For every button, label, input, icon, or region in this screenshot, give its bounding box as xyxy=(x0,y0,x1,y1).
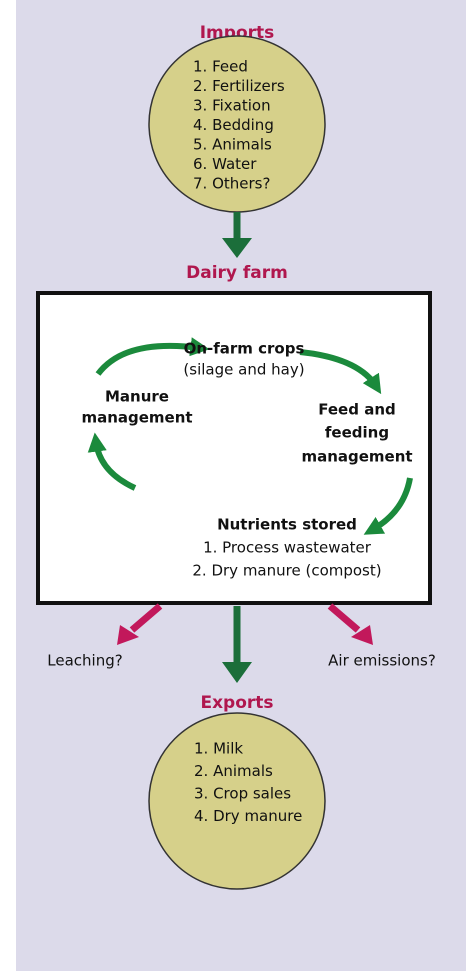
arrowhead xyxy=(117,625,139,645)
leaching-arrow xyxy=(129,603,163,633)
farm-title: Dairy farm xyxy=(186,263,288,283)
list-item: 7. Others? xyxy=(193,175,270,193)
list-item: 4. Dry manure xyxy=(194,807,302,825)
nutrients-label: Nutrients stored xyxy=(217,516,357,534)
crops-label: On-farm crops xyxy=(184,340,305,358)
exports-title: Exports xyxy=(200,693,273,713)
feeding-label: Feed and xyxy=(318,401,395,419)
arrowhead xyxy=(351,625,373,645)
list-item: 2. Fertilizers xyxy=(193,77,285,95)
list-item: 1. Milk xyxy=(194,740,243,758)
air-label: Air emissions? xyxy=(328,652,436,670)
list-item: 5. Animals xyxy=(193,136,272,154)
feeding-label: feeding xyxy=(325,424,389,442)
list-item: 4. Bedding xyxy=(193,116,274,134)
list-item: 1. Feed xyxy=(193,58,248,76)
exports-circle xyxy=(148,712,326,890)
feeding-label: management xyxy=(301,448,412,466)
arrowhead xyxy=(222,662,252,683)
air-arrow xyxy=(327,603,361,633)
nutrients-item: 1. Process wastewater xyxy=(203,539,372,557)
list-item: 3. Fixation xyxy=(193,97,271,115)
list-item: 3. Crop sales xyxy=(194,785,291,803)
leaching-label: Leaching? xyxy=(47,652,122,670)
arrowhead xyxy=(222,238,252,258)
crops-detail: (silage and hay) xyxy=(183,361,304,379)
exports-list: 1. Milk 2. Animals 3. Crop sales 4. Dry man… xyxy=(194,740,302,826)
list-item: 6. Water xyxy=(193,155,257,173)
manure-label: management xyxy=(81,409,192,427)
cycle-arrows xyxy=(87,337,413,535)
list-item: 2. Animals xyxy=(194,762,273,780)
nutrients-item: 2. Dry manure (compost) xyxy=(192,562,381,580)
manure-label: Manure xyxy=(105,388,169,406)
